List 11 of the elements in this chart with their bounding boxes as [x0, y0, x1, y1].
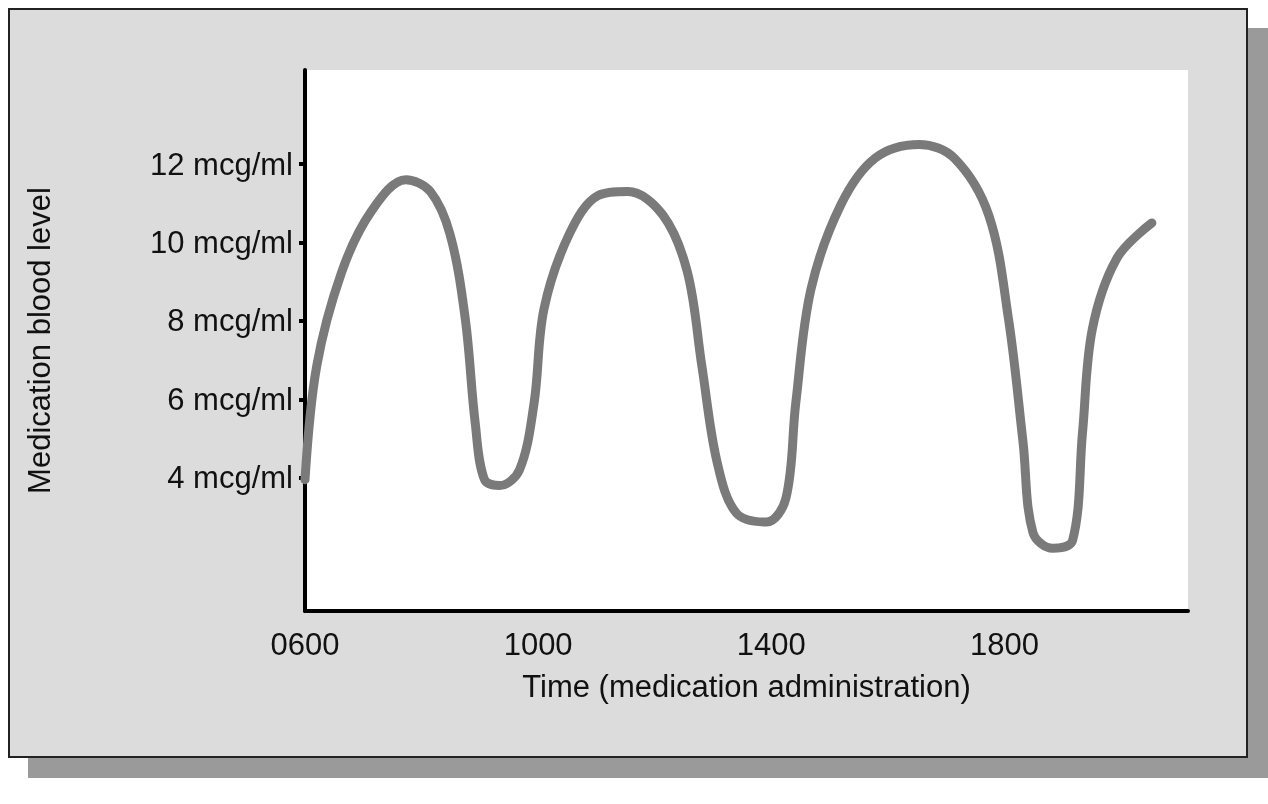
- y-tick-label: 10 mcg/ml: [150, 224, 293, 260]
- x-tick-label: 1000: [503, 627, 573, 662]
- x-tick-label: 0600: [270, 627, 340, 662]
- x-tick-label: 1400: [736, 627, 806, 662]
- y-axis-title: Medication blood level: [22, 187, 57, 494]
- y-tick-label: 12 mcg/ml: [150, 146, 293, 182]
- x-tick-label: 1800: [969, 627, 1039, 662]
- y-tick-label: 6 mcg/ml: [167, 381, 293, 417]
- y-tick-label: 8 mcg/ml: [167, 303, 293, 339]
- y-tick-label: 4 mcg/ml: [167, 460, 293, 496]
- x-axis-title: Time (medication administration): [522, 669, 971, 704]
